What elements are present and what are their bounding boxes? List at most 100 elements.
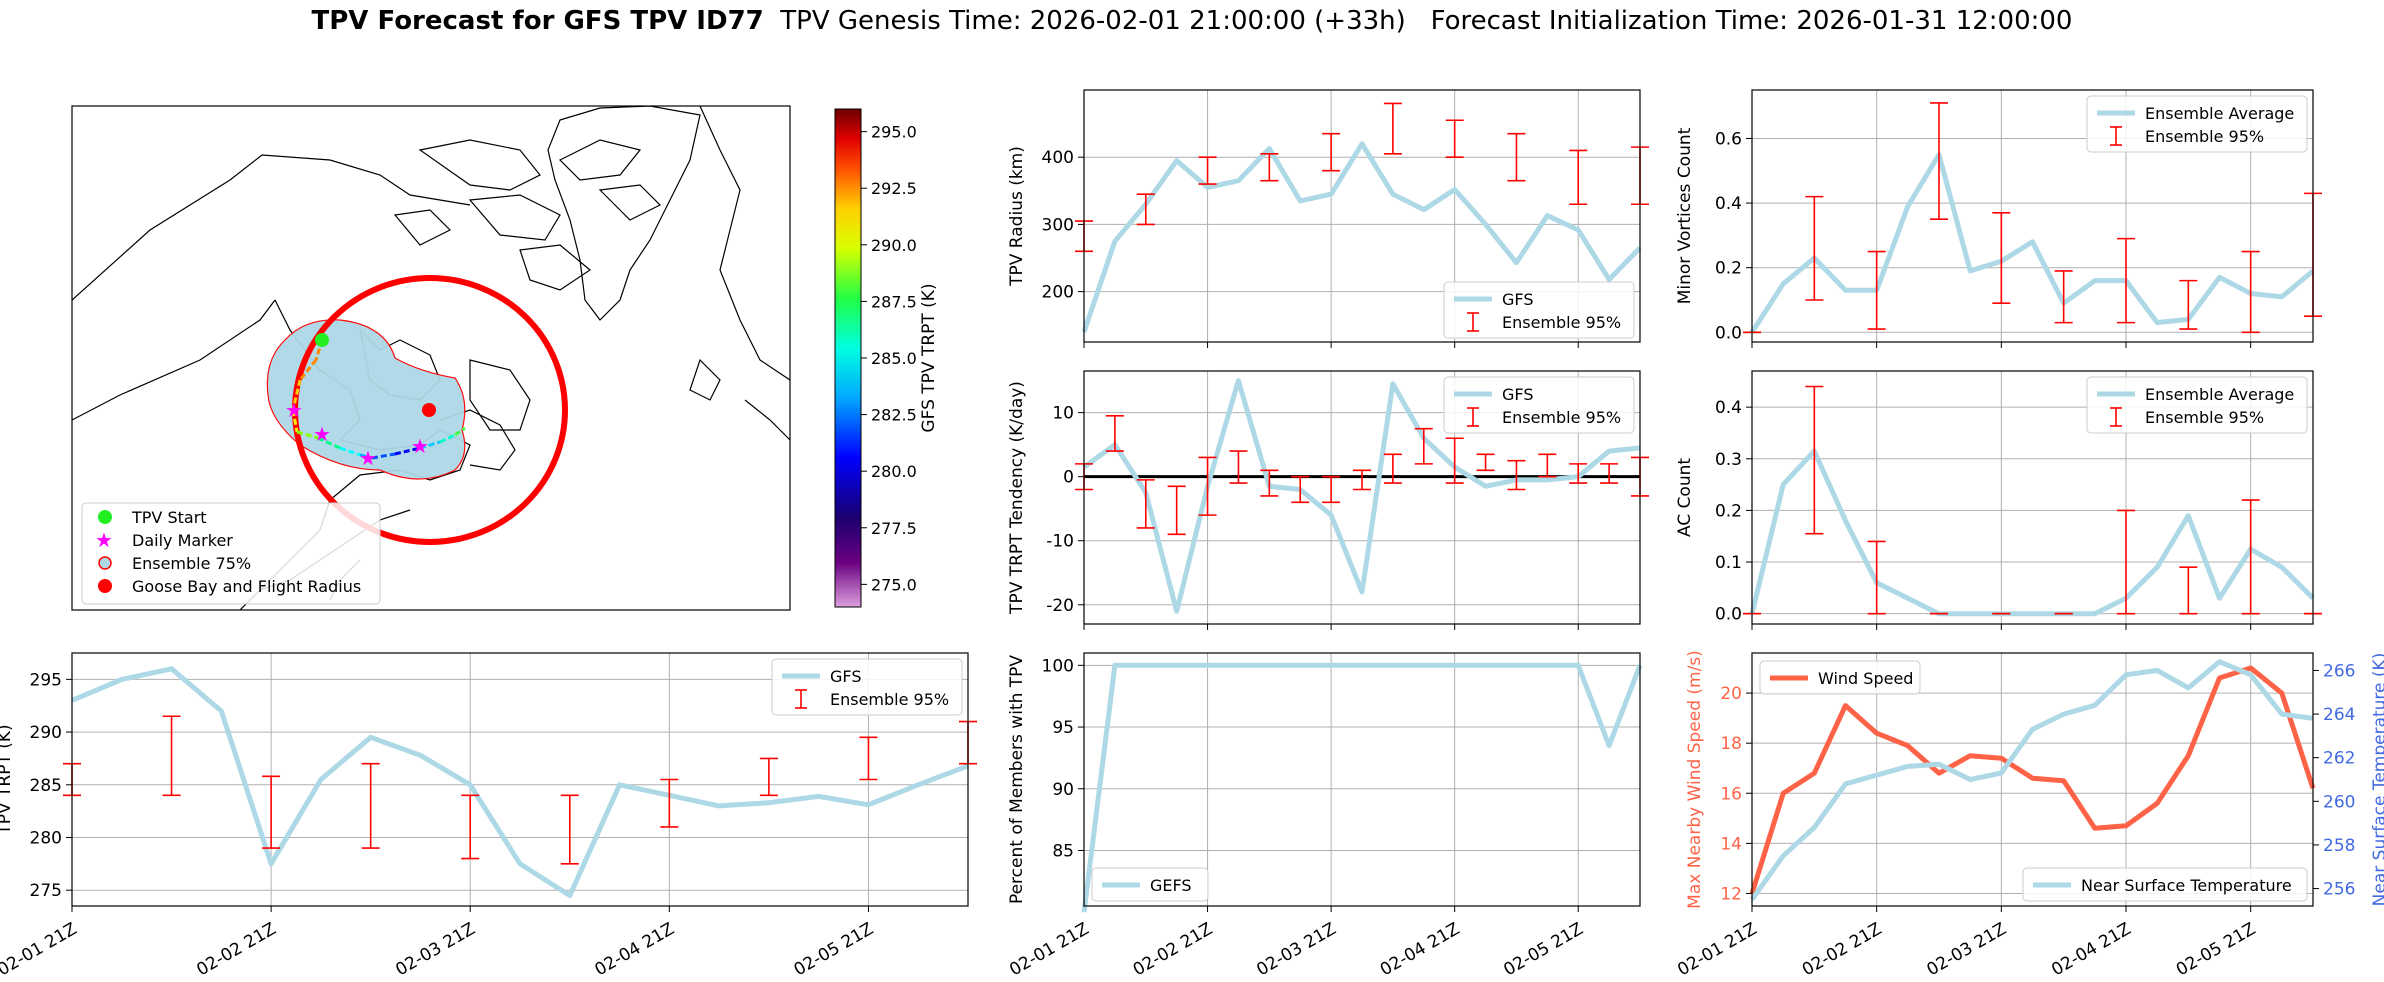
legend-label: Ensemble 95% (2145, 408, 2264, 427)
map-coastlines (72, 106, 790, 610)
panel-trpt: 02-01 21Z 02-02 21Z 02-03 21Z 02-04 21Z 02-0… (0, 652, 977, 980)
daily-marker-star: ★ (411, 434, 429, 458)
y-tick-label: 0.6 (1715, 129, 1742, 149)
legend-label: Ensemble Average (2145, 104, 2294, 123)
y-axis-label: Minor Vortices Count (1675, 127, 1695, 304)
panel-members: 02-01 21Z 02-02 21Z 02-03 21Z 02-04 21Z 02-0… (1006, 652, 1643, 980)
y-tick-label: 0.2 (1715, 501, 1742, 521)
daily-marker-star: ★ (313, 422, 331, 446)
x-tick-label: 02-05 21Z (2173, 919, 2259, 980)
panel-frame (1083, 89, 1641, 343)
y-tick-label: 0.0 (1715, 323, 1742, 343)
tpv-track-segment (317, 436, 341, 450)
y-axis-label: TPV TRPT Tendency (K/day) (1007, 381, 1027, 615)
legend-label: Ensemble 95% (830, 690, 949, 709)
map-legend: TPV Start ★ Daily Marker Ensemble 75% Go… (81, 502, 381, 605)
tpv-track-segment (298, 359, 318, 381)
tpv-track-segment (291, 409, 299, 433)
y-tick-label: 10 (1052, 404, 1074, 424)
x-tick-label: 02-05 21Z (1500, 919, 1586, 980)
legend-goosebay-symbol (98, 579, 112, 593)
daily-marker-star: ★ (285, 398, 303, 422)
panel-frame (71, 652, 969, 907)
colorbar-label: GFS TPV TRPT (K) (919, 283, 939, 432)
colorbar-gradient (834, 108, 862, 608)
y-tick-label: 280 (30, 828, 62, 848)
x-tick-label: 02-05 21Z (791, 919, 877, 980)
flight-radius-circle (292, 275, 568, 545)
legend-box (2086, 95, 2308, 153)
y-tick-label: 0.1 (1715, 553, 1742, 573)
legend-label: Ensemble 95% (2145, 127, 2264, 146)
y-right-tick-label: 258 (2323, 836, 2355, 856)
legend-label: Wind Speed (1818, 669, 1913, 688)
panel-frame (1083, 370, 1641, 625)
x-tick-label: 02-03 21Z (1253, 919, 1339, 980)
tpv-track-segment (419, 440, 441, 450)
x-tick-label: 02-01 21Z (1006, 919, 1092, 980)
legend-goosebay-label: Goose Bay and Flight Radius (132, 577, 361, 596)
colorbar-tick-label: 287.5 (871, 292, 917, 311)
tpv-track: ★ ★ ★ ★ (285, 339, 466, 470)
series-line (1081, 662, 1643, 913)
y-right-tick-label: 260 (2323, 792, 2355, 812)
legend-box (1759, 660, 1921, 695)
panel-tendency: -20 -10 0 10 TPV TRPT Tendency (K/day) GFS Ens… (1007, 370, 1649, 630)
x-tick-label: 02-03 21Z (1924, 919, 2010, 980)
colorbar-tick-label: 292.5 (871, 179, 917, 198)
figure-title-genesis: TPV Genesis Time: 2026-02-01 21:00:00 (+… (780, 6, 1406, 36)
panel-frame (1751, 370, 2314, 625)
y-axis-label: TPV TRPT (K) (0, 724, 15, 835)
y-tick-label: 0 (1063, 468, 1074, 488)
legend-box (2022, 867, 2308, 902)
y-tick-label: 85 (1052, 841, 1074, 861)
colorbar-tick-label: 282.5 (871, 406, 917, 425)
legend-daily-star: ★ (95, 528, 113, 552)
x-tick-label: 02-04 21Z (592, 919, 678, 980)
panel-radius: 200 300 400 TPV Radius (km) GFS Ensemble 95% (1007, 89, 1649, 348)
tpv-track-segment (339, 446, 361, 457)
legend-label: Ensemble 95% (1502, 408, 1621, 427)
legend: GFS Ensemble 95% (1443, 281, 1635, 339)
y-axis-label: AC Count (1675, 458, 1695, 537)
panel-wind: 02-01 21Z 02-02 21Z 02-03 21Z 02-04 21Z 02-0… (1674, 650, 2384, 980)
y-tick-label: 90 (1052, 780, 1074, 800)
x-tick-label: 02-04 21Z (2048, 919, 2134, 980)
panel-frame (1083, 652, 1641, 907)
legend-label: Near Surface Temperature (2081, 876, 2292, 895)
y-tick-label: 300 (1042, 215, 1074, 235)
figure-title-init: Forecast Initialization Time: 2026-01-31… (1430, 6, 2073, 36)
legend: Near Surface Temperature (2022, 867, 2308, 902)
legend-label: GEFS (1150, 876, 1192, 895)
tpv-track-segment (359, 453, 373, 460)
y-tick-label: 0.4 (1715, 398, 1742, 418)
legend: Wind Speed (1759, 660, 1921, 695)
legend-label: GFS (1502, 385, 1533, 404)
series-line (1081, 141, 1642, 333)
y-right-tick-label: 256 (2323, 880, 2355, 900)
legend-box (771, 658, 963, 716)
x-tick-label: 02-02 21Z (1799, 919, 1885, 980)
y-tick-label: 400 (1042, 148, 1074, 168)
goose-bay-marker (422, 403, 436, 417)
daily-marker-star: ★ (359, 446, 377, 470)
legend-ensemble-label: Ensemble 75% (132, 554, 251, 573)
y-tick-label: 16 (1720, 784, 1742, 804)
series-line (1749, 665, 2316, 895)
x-tick-label: 02-03 21Z (392, 919, 478, 980)
legend: GFS Ensemble 95% (1443, 376, 1635, 434)
legend-start-symbol (98, 510, 112, 524)
tpv-track-segment (371, 452, 396, 460)
y-tick-label: 0.4 (1715, 194, 1742, 214)
series-line (1749, 152, 2315, 334)
y-tick-label: -10 (1046, 532, 1074, 552)
legend-start-label: TPV Start (131, 508, 207, 527)
colorbar: 275.0 277.5 280.0 282.5 285.0 287.5 290.0 292.5… (834, 108, 939, 608)
y-axis-label: Percent of Members with TPV (1007, 655, 1027, 904)
panel-frame (1751, 89, 2314, 343)
y-tick-label: 0.3 (1715, 450, 1742, 470)
legend-box (2086, 376, 2308, 434)
y-right-axis-label: Near Surface Temperature (K) (2370, 653, 2384, 907)
